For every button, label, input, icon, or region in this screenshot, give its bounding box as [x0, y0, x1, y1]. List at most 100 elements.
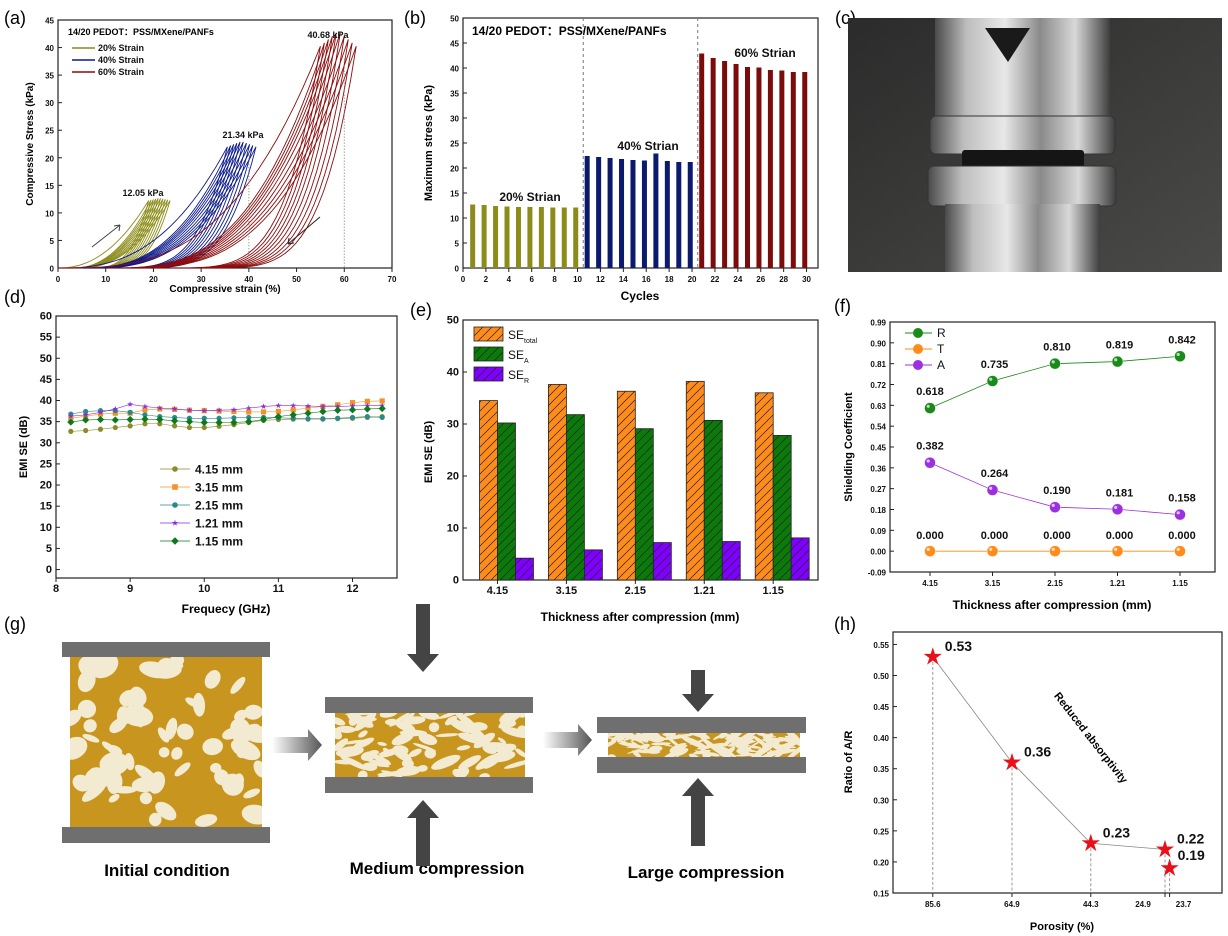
series-T: 0.000 0.000 0.000 0.000 0.000: [916, 530, 1196, 557]
x-tick-label: 1.15: [762, 585, 783, 597]
lower-cylinder: [945, 204, 1100, 272]
data-point: [216, 415, 222, 421]
data-point: [334, 403, 341, 409]
value-label: 0.000: [981, 530, 1009, 542]
x-tick-label: 9: [127, 583, 133, 595]
ram-hole: [985, 28, 1030, 62]
right-arrow-icon: [272, 729, 322, 761]
pore: [84, 768, 107, 792]
legend-swatch: [473, 346, 504, 362]
x-tick-label: 16: [642, 275, 651, 284]
data-point: [364, 398, 370, 404]
pore: [727, 736, 746, 747]
panel-label-g: (g): [4, 614, 26, 634]
data-point: [201, 415, 207, 421]
data-point: [986, 375, 999, 387]
data-point: [319, 407, 327, 416]
bar: [653, 153, 659, 268]
data-point: [364, 402, 371, 409]
pore: [438, 713, 460, 719]
pore: [490, 750, 516, 763]
data-point: [186, 407, 193, 413]
pore: [689, 738, 707, 745]
data-point: [97, 409, 104, 415]
y-tick-label: 0: [50, 265, 55, 274]
y-tick-label: 60: [40, 311, 52, 323]
x-tick-label: 10: [101, 275, 110, 284]
x-tick-label: 20: [688, 275, 697, 284]
lower-plate: [927, 165, 1117, 207]
x-tick-label: 28: [779, 275, 788, 284]
x-tick-label: 2.15: [625, 585, 646, 597]
legend-label: 3.15 mm: [195, 481, 243, 495]
data-point: [68, 415, 74, 421]
y-tick-label: 5: [46, 543, 52, 555]
data-point: [260, 403, 267, 409]
star-marker: [1160, 858, 1179, 876]
group-label: 40% Strian: [617, 139, 678, 153]
value-label: 0.810: [1043, 342, 1071, 354]
point-highlight: [1114, 505, 1118, 510]
legend-swatch: [473, 326, 504, 342]
point-highlight: [989, 377, 993, 381]
legend-label: 1.15 mm: [195, 535, 243, 549]
panel-label-h: (h): [834, 614, 856, 634]
bar: [538, 207, 544, 268]
star-marker: [1002, 752, 1022, 771]
chart-f: -0.09 0.00 0.09 0.18 0.27 0.36 0.45 0.54 0.63 0.7…: [868, 319, 1216, 588]
pore: [396, 765, 421, 777]
data-point: [215, 418, 223, 427]
pore: [90, 657, 113, 662]
stress-strain-loop: [93, 146, 257, 269]
bar: [676, 162, 682, 268]
data-point: [1111, 355, 1124, 368]
bar: [561, 207, 567, 268]
right-arrow-icon: [543, 724, 592, 756]
pore: [195, 814, 218, 827]
star-marker: [1081, 833, 1100, 852]
data-point: [363, 405, 371, 413]
pore: [124, 753, 135, 771]
pore: [204, 670, 221, 689]
y-tick-label: 20: [40, 480, 52, 492]
x-tick-label: 11: [273, 583, 285, 595]
x-tick-label: 26: [756, 275, 765, 284]
series-line: [70, 400, 383, 419]
chart-a: 0 5 10 15 20 25 30 35 40 45 0 10 20 30 40 50 60 70 20% Str…: [45, 17, 397, 285]
data-point: [260, 409, 267, 415]
pore: [358, 730, 368, 738]
y-tick-label: -0.09: [868, 569, 887, 578]
pore: [345, 713, 373, 716]
x-tick-label: 6: [529, 275, 534, 284]
legend-label: 4.15 mm: [195, 463, 243, 477]
x-tick-label: 30: [197, 275, 206, 284]
data-point: [378, 404, 386, 413]
pore: [703, 744, 714, 750]
x-tick-label: 44.3: [1083, 900, 1099, 909]
h-annotation: Reduced absorptivity: [1051, 690, 1130, 786]
a-xlabel: Compressive strain (%): [169, 284, 280, 295]
y-tick-label: 0: [455, 265, 460, 274]
y-tick-label: 0.25: [873, 827, 889, 836]
data-point: [305, 405, 311, 411]
x-tick-label: 4: [507, 275, 512, 284]
star-marker: [1155, 839, 1175, 858]
point-highlight: [1051, 360, 1055, 364]
data-point: [127, 409, 133, 415]
data-point: [230, 406, 237, 413]
pore: [70, 709, 82, 727]
e-ylabel: EMI SE (dB): [423, 421, 435, 484]
point-highlight: [1176, 511, 1180, 515]
peak-label: 40.68 kPa: [307, 30, 349, 40]
data-point: [68, 428, 74, 434]
value-label: 0.158: [1168, 493, 1196, 505]
bar: [790, 537, 810, 581]
x-tick-label: 1.21: [1110, 579, 1126, 588]
data-point: [290, 402, 297, 409]
down-arrow-icon: [407, 604, 439, 672]
pore: [694, 733, 707, 736]
y-tick-label: 50: [450, 15, 459, 24]
bar: [527, 207, 533, 268]
